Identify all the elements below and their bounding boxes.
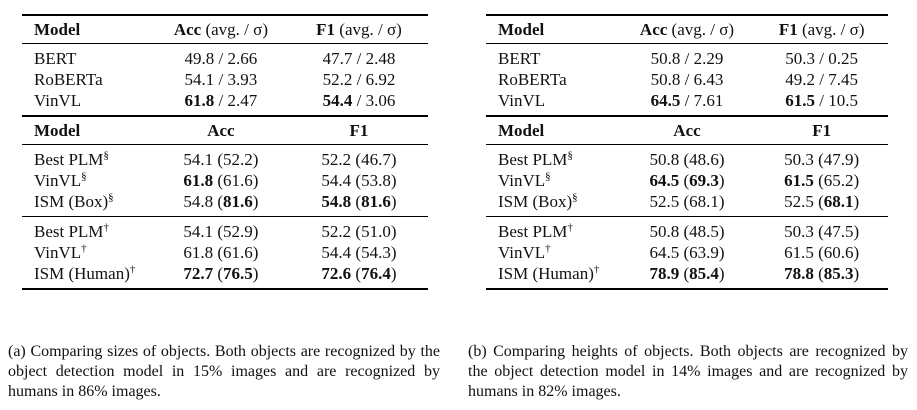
f1-cell: 54.4 (54.3) <box>321 243 397 262</box>
acc-cell: 61.8 (61.6) <box>183 243 259 262</box>
table-row: VinVL 61.8 / 2.47 54.4 / 3.06 <box>22 90 428 116</box>
f1-header: F1 <box>755 115 888 145</box>
model-name: VinVL† <box>498 242 551 262</box>
table-row: VinVL† 64.5 (63.9) 61.5 (60.6) <box>486 242 888 263</box>
f1-cell: 52.2 (46.7) <box>289 144 428 170</box>
f1-cell: 50.3 (47.9) <box>755 144 888 170</box>
model-name: VinVL† <box>34 242 87 262</box>
header-row: Model Acc (avg. / σ) F1 (avg. / σ) <box>22 14 428 44</box>
model-name: Best PLM§ <box>22 144 152 170</box>
f1-cell: 49.2 / 7.45 <box>785 70 859 89</box>
table-row: Best PLM† 54.1 (52.9) 52.2 (51.0) <box>22 216 428 242</box>
acc-cell: 50.8 (48.6) <box>618 144 756 170</box>
model-name: Best PLM† <box>486 216 619 242</box>
table-row: ISM (Box)§ 54.8 (81.6) 54.8 (81.6) <box>22 191 428 217</box>
table-row: RoBERTa 54.1 / 3.93 52.2 / 6.92 <box>22 69 428 90</box>
table-row: VinVL 64.5 / 7.61 61.5 / 10.5 <box>486 90 888 116</box>
acc-cell: 54.1 / 3.93 <box>184 70 258 89</box>
model-name: ISM (Box)§ <box>34 191 114 211</box>
results-table: Model Acc (avg. / σ) F1 (avg. / σ) BERT … <box>22 14 428 290</box>
f1-cell: 47.7 / 2.48 <box>289 43 428 69</box>
f1-header: F1 (avg. / σ) <box>755 14 888 44</box>
acc-cell: 50.8 (48.5) <box>618 216 756 242</box>
f1-cell: 61.5 (60.6) <box>784 243 860 262</box>
model-name: Best PLM† <box>22 216 152 242</box>
f1-cell: 54.4 (53.8) <box>321 171 397 190</box>
model-name: ISM (Box)§ <box>498 191 578 211</box>
model-name: VinVL§ <box>34 170 87 190</box>
model-header: Model <box>22 14 152 44</box>
acc-cell: 61.8 / 2.47 <box>184 91 258 110</box>
model-name: VinVL <box>498 91 546 110</box>
acc-cell: 64.5 (63.9) <box>649 243 725 262</box>
results-table: Model Acc (avg. / σ) F1 (avg. / σ) BERT … <box>486 14 888 290</box>
acc-cell: 52.5 (68.1) <box>649 192 725 211</box>
model-name: VinVL§ <box>498 170 551 190</box>
acc-cell: 49.8 / 2.66 <box>151 43 290 69</box>
model-name: BERT <box>22 43 152 69</box>
model-name: BERT <box>486 43 619 69</box>
acc-cell: 64.5 / 7.61 <box>650 91 724 110</box>
f1-cell: 61.5 (65.2) <box>784 171 860 190</box>
caption-a: (a) Comparing sizes of objects. Both obj… <box>8 343 440 400</box>
acc-header: Acc (avg. / σ) <box>151 14 290 44</box>
model-name: ISM (Human)† <box>22 263 152 290</box>
f1-cell: 52.2 (51.0) <box>289 216 428 242</box>
table-row: VinVL§ 64.5 (69.3) 61.5 (65.2) <box>486 170 888 191</box>
acc-cell: 64.5 (69.3) <box>649 171 725 190</box>
model-name: VinVL <box>34 91 82 110</box>
table-row: Best PLM§ 54.1 (52.2) 52.2 (46.7) <box>22 144 428 170</box>
f1-cell: 54.4 / 3.06 <box>322 91 396 110</box>
header-row: Model Acc (avg. / σ) F1 (avg. / σ) <box>486 14 888 44</box>
f1-header: F1 <box>289 115 428 145</box>
table-row: Best PLM† 50.8 (48.5) 50.3 (47.5) <box>486 216 888 242</box>
acc-header: Acc <box>151 115 290 145</box>
f1-cell: 61.5 / 10.5 <box>785 91 859 110</box>
f1-cell: 50.3 / 0.25 <box>755 43 888 69</box>
table-row: BERT 49.8 / 2.66 47.7 / 2.48 <box>22 43 428 69</box>
f1-cell: 72.6 (76.4) <box>289 263 428 290</box>
model-header: Model <box>486 14 619 44</box>
f1-cell: 54.8 (81.6) <box>321 192 397 211</box>
model-header: Model <box>486 115 619 145</box>
table-row: BERT 50.8 / 2.29 50.3 / 0.25 <box>486 43 888 69</box>
model-header: Model <box>22 115 152 145</box>
model-name: Best PLM§ <box>486 144 619 170</box>
header-row: Model Acc F1 <box>486 115 888 145</box>
f1-cell: 52.5 (68.1) <box>784 192 860 211</box>
table-b: Model Acc (avg. / σ) F1 (avg. / σ) BERT … <box>486 14 888 290</box>
acc-cell: 54.1 (52.9) <box>151 216 290 242</box>
f1-cell: 52.2 / 6.92 <box>322 70 396 89</box>
acc-cell: 54.8 (81.6) <box>183 192 259 211</box>
table-row: ISM (Box)§ 52.5 (68.1) 52.5 (68.1) <box>486 191 888 217</box>
acc-cell: 61.8 (61.6) <box>183 171 259 190</box>
acc-cell: 54.1 (52.2) <box>151 144 290 170</box>
table-row: ISM (Human)† 72.7 (76.5) 72.6 (76.4) <box>22 263 428 290</box>
acc-cell: 50.8 / 6.43 <box>650 70 724 89</box>
caption-b: (b) Comparing heights of objects. Both o… <box>468 343 908 400</box>
table-row: VinVL§ 61.8 (61.6) 54.4 (53.8) <box>22 170 428 191</box>
model-name: ISM (Human)† <box>486 263 619 290</box>
table-row: RoBERTa 50.8 / 6.43 49.2 / 7.45 <box>486 69 888 90</box>
table-a: Model Acc (avg. / σ) F1 (avg. / σ) BERT … <box>22 14 428 290</box>
acc-cell: 50.8 / 2.29 <box>618 43 756 69</box>
f1-cell: 78.8 (85.3) <box>755 263 888 290</box>
acc-cell: 78.9 (85.4) <box>618 263 756 290</box>
model-name: RoBERTa <box>34 70 103 89</box>
acc-cell: 72.7 (76.5) <box>151 263 290 290</box>
table-row: ISM (Human)† 78.9 (85.4) 78.8 (85.3) <box>486 263 888 290</box>
table-row: VinVL† 61.8 (61.6) 54.4 (54.3) <box>22 242 428 263</box>
acc-header: Acc <box>618 115 756 145</box>
f1-header: F1 (avg. / σ) <box>289 14 428 44</box>
table-row: Best PLM§ 50.8 (48.6) 50.3 (47.9) <box>486 144 888 170</box>
f1-cell: 50.3 (47.5) <box>755 216 888 242</box>
header-row: Model Acc F1 <box>22 115 428 145</box>
model-name: RoBERTa <box>498 70 567 89</box>
acc-header: Acc (avg. / σ) <box>618 14 756 44</box>
